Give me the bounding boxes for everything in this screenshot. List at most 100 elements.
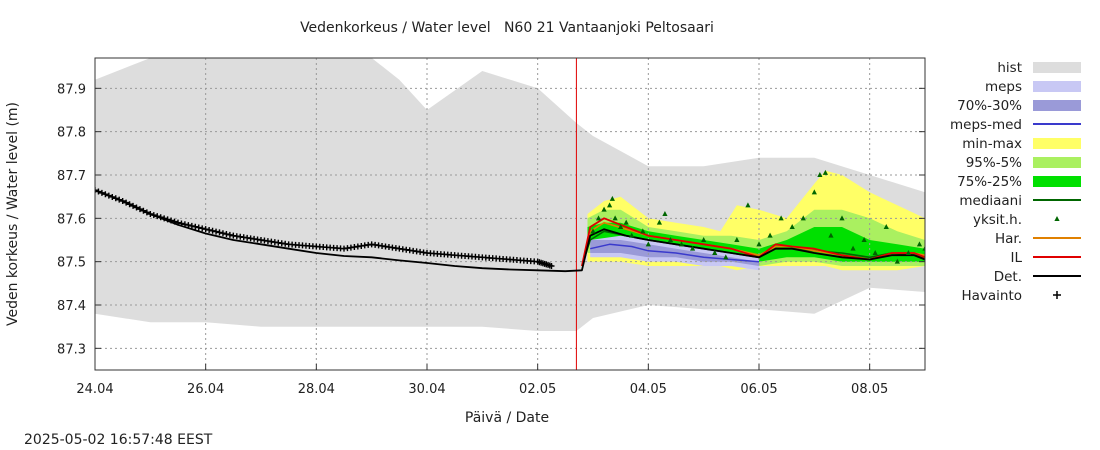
legend-swatch xyxy=(1033,62,1081,73)
legend-swatch xyxy=(1054,216,1060,221)
observation-marker xyxy=(150,212,157,219)
observation-marker xyxy=(185,222,192,229)
ensemble-member-marker xyxy=(618,224,624,229)
observation-marker xyxy=(154,213,161,220)
legend-label: min-max xyxy=(962,136,1022,152)
observation-marker xyxy=(168,217,175,224)
legend-swatch xyxy=(1033,157,1081,168)
ensemble-member-marker xyxy=(861,237,867,242)
legend: hist meps 70%-30% meps-med min-max 95%-5% 75%-… xyxy=(950,60,1081,304)
ensemble-member-marker xyxy=(767,232,773,238)
observation-marker xyxy=(130,202,137,209)
ensemble-member-marker xyxy=(609,195,615,201)
ensemble-member-marker xyxy=(916,241,923,247)
ensemble-member-marker xyxy=(872,250,878,255)
timestamp: 2025-05-02 16:57:48 EEST xyxy=(24,432,213,448)
legend-swatch xyxy=(1033,176,1081,187)
observation-marker xyxy=(105,192,112,199)
ensemble-member-marker xyxy=(756,241,762,247)
legend-label: mediaani xyxy=(959,193,1022,209)
legend-label: meps-med xyxy=(950,117,1022,133)
observation-marker xyxy=(181,221,188,228)
observation-marker xyxy=(133,204,140,211)
y-tick-label: 87.6 xyxy=(57,212,86,227)
x-tick-label: 24.04 xyxy=(76,382,113,397)
ensemble-member-marker xyxy=(678,241,685,247)
ensemble-member-marker xyxy=(690,245,696,251)
legend-item: meps xyxy=(985,79,1081,95)
plot-area xyxy=(94,57,926,371)
ensemble-member-marker xyxy=(789,224,795,229)
legend-swatch xyxy=(1033,81,1081,92)
observation-marker xyxy=(202,226,209,233)
legend-item: min-max xyxy=(962,136,1081,152)
ensemble-member-marker xyxy=(894,258,900,264)
observation-marker xyxy=(98,189,105,196)
ensemble-member-marker xyxy=(712,250,718,255)
ensemble-member-marker xyxy=(734,237,740,242)
observation-marker xyxy=(112,195,119,202)
legend-label: Det. xyxy=(994,269,1022,285)
plot-frame xyxy=(94,57,926,371)
ensemble-member-marker xyxy=(745,202,751,208)
legend-label: yksit.h. xyxy=(973,212,1022,228)
x-tick-label: 02.05 xyxy=(519,382,556,397)
legend-item: 70%-30% xyxy=(957,98,1081,114)
ensemble-member-marker xyxy=(607,202,613,208)
ensemble-member-marker xyxy=(662,211,668,216)
observation-marker xyxy=(102,191,109,198)
observation-marker xyxy=(157,214,164,221)
legend-label: 70%-30% xyxy=(957,98,1022,114)
ensemble-member-marker xyxy=(667,237,674,242)
legend-label: Har. xyxy=(995,231,1022,247)
ensemble-member-marker xyxy=(883,224,889,229)
ensemble-member-marker xyxy=(839,215,845,221)
observation-marker xyxy=(213,228,220,235)
observation-marker xyxy=(95,187,98,194)
observation-marker xyxy=(116,196,123,203)
ensemble-member-marker xyxy=(595,215,602,221)
legend-swatch xyxy=(1053,291,1061,299)
observation-marker xyxy=(226,231,233,238)
observation-marker xyxy=(223,231,230,238)
hist-band xyxy=(95,58,925,331)
observation-marker xyxy=(161,215,168,222)
y-tick-label: 87.3 xyxy=(57,342,86,357)
ensemble-member-marker xyxy=(817,172,823,177)
x-axis-label: Päivä / Date xyxy=(465,410,549,426)
x-tick-label: 06.05 xyxy=(740,382,777,397)
observation-marker xyxy=(171,218,178,225)
legend-item: 95%-5% xyxy=(966,155,1081,171)
observation-marker xyxy=(199,225,206,232)
observation-marker xyxy=(95,188,102,195)
ensemble-member-marker xyxy=(828,232,834,238)
ensemble-member-marker xyxy=(640,228,646,234)
x-tick-label: 30.04 xyxy=(408,382,445,397)
y-tick-label: 87.7 xyxy=(57,169,86,184)
x-tick-label: 26.04 xyxy=(187,382,224,397)
legend-swatch xyxy=(1033,100,1081,111)
legend-label: meps xyxy=(985,79,1022,95)
observation-marker xyxy=(109,193,116,200)
observation-marker xyxy=(147,211,154,217)
y-tick-label: 87.5 xyxy=(57,256,86,271)
y-tick-label: 87.9 xyxy=(57,82,86,97)
y-tick-label: 87.4 xyxy=(57,299,86,314)
observation-marker xyxy=(178,220,185,227)
observation-marker xyxy=(119,198,126,204)
legend-label: 75%-25% xyxy=(957,174,1022,190)
legend-item: mediaani xyxy=(959,193,1081,209)
x-tick-label: 04.05 xyxy=(630,382,667,397)
observation-marker xyxy=(175,219,181,226)
observation-marker xyxy=(143,209,150,216)
legend-item: 75%-25% xyxy=(957,174,1081,190)
observation-marker xyxy=(126,201,133,208)
observation-marker xyxy=(123,199,130,206)
legend-label: 95%-5% xyxy=(966,155,1022,171)
x-tick-label: 28.04 xyxy=(298,382,335,397)
ensemble-member-marker xyxy=(623,219,629,225)
det-line xyxy=(95,189,925,273)
observation-marker xyxy=(140,207,147,214)
legend-label: Havainto xyxy=(961,288,1022,304)
